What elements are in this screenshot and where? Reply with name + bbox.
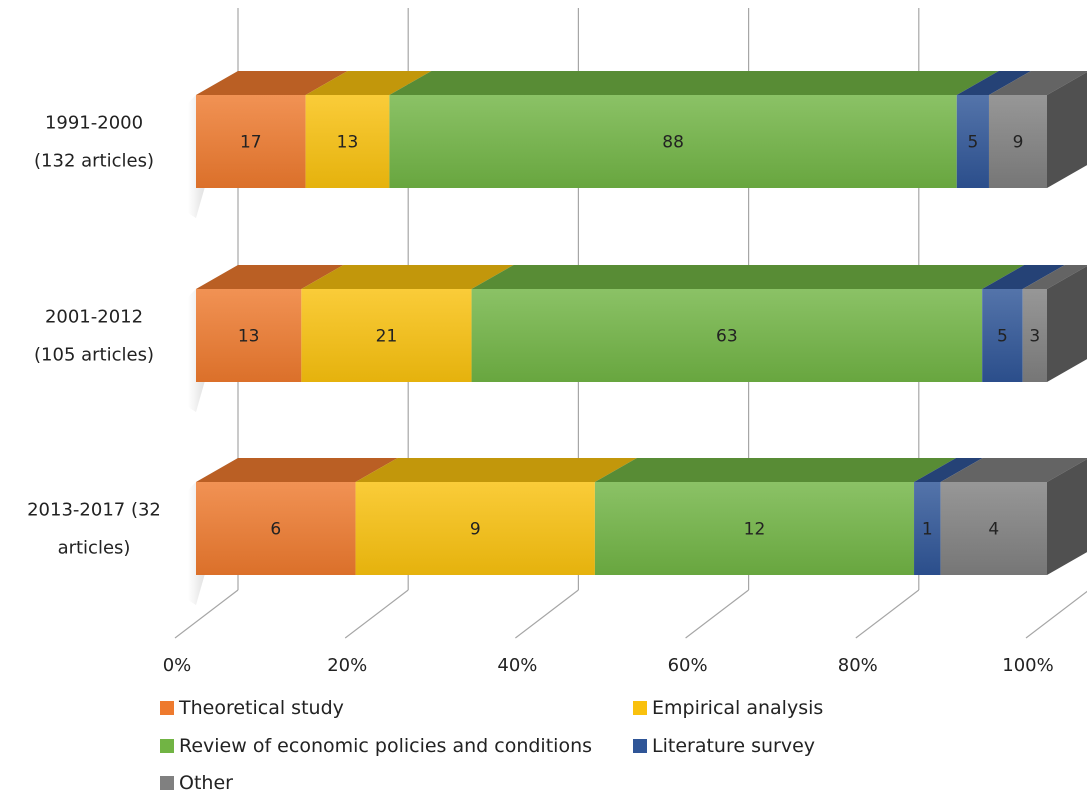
legend-swatch <box>633 701 647 715</box>
floor-gridline <box>685 589 749 639</box>
data-label: 12 <box>744 520 766 540</box>
category-label: 1991-2000 <box>45 113 143 134</box>
bar-top-face <box>305 71 432 95</box>
bar-segment <box>1022 289 1047 382</box>
bar-segment <box>196 289 302 382</box>
data-label: 63 <box>716 327 738 347</box>
y-axis-labels: 1991-2000 (132 articles) 2001-2012 (105 art… <box>27 113 161 559</box>
floor-gridline <box>515 589 579 639</box>
floor-gridline <box>1025 590 1087 639</box>
bar-top-face <box>940 458 1087 482</box>
legend-item: Other <box>160 772 233 794</box>
data-label: 13 <box>337 133 359 153</box>
x-tick-label: 20% <box>327 655 367 676</box>
legend-swatch <box>160 739 174 753</box>
bar-segment <box>305 95 390 188</box>
legend-label: Other <box>179 772 233 794</box>
data-label: 5 <box>997 327 1008 347</box>
bar-top-face <box>1022 265 1087 289</box>
bar-top-face <box>389 71 999 95</box>
floor-gridline <box>855 589 920 639</box>
x-tick-label: 80% <box>838 655 878 676</box>
bar-side-face <box>1047 266 1087 382</box>
legend-item: Literature survey <box>633 735 815 757</box>
floor-gridline <box>174 589 239 639</box>
bar-top-face <box>196 71 348 95</box>
x-axis-ticks: 0% 20% 40% 60% 80% 100% <box>163 655 1054 676</box>
data-label: 9 <box>470 520 481 540</box>
category-label: 2013-2017 (32 <box>27 500 161 521</box>
bar-segment <box>196 482 356 575</box>
bar-segment <box>914 482 941 575</box>
bar-top-face <box>914 458 983 482</box>
bar-segment <box>988 95 1047 188</box>
data-label: 4 <box>988 520 999 540</box>
data-label: 1 <box>922 520 933 540</box>
category-label: (132 articles) <box>34 151 154 172</box>
legend-swatch <box>160 776 174 790</box>
data-label: 88 <box>662 133 684 153</box>
data-label: 13 <box>238 327 260 347</box>
x-tick-label: 60% <box>668 655 708 676</box>
x-tick-label: 0% <box>163 655 192 676</box>
legend-item: Empirical analysis <box>633 697 823 719</box>
bar-side-face <box>1047 72 1087 188</box>
bar-side-face <box>1047 459 1087 575</box>
legend-swatch <box>160 701 174 715</box>
data-label: 21 <box>376 327 398 347</box>
bar-segment <box>355 482 595 575</box>
bar-group: 13 21 63 5 3 <box>188 265 1087 412</box>
bar-segment <box>940 482 1047 575</box>
bar-top-face <box>355 458 637 482</box>
bar-segment <box>389 95 957 188</box>
bar-segment <box>301 289 472 382</box>
category-label: 2001-2012 <box>45 307 143 328</box>
legend-label: Literature survey <box>652 735 816 757</box>
bar-segment <box>196 95 306 188</box>
bar-segment <box>594 482 915 575</box>
legend-item: Review of economic policies and conditio… <box>160 735 592 757</box>
bar-top-face <box>196 458 398 482</box>
bar-top-face <box>956 71 1031 95</box>
legend-item: Theoretical study <box>160 697 344 719</box>
x-tick-label: 40% <box>497 655 537 676</box>
data-label: 5 <box>967 133 978 153</box>
data-label: 9 <box>1013 133 1024 153</box>
bar-top-face <box>471 265 1025 289</box>
legend-label: Theoretical study <box>179 697 344 719</box>
bar-segment <box>982 289 1023 382</box>
bar-top-face <box>982 265 1065 289</box>
legend-label: Empirical analysis <box>652 697 824 719</box>
data-label: 17 <box>240 133 262 153</box>
category-label: (105 articles) <box>34 345 154 366</box>
legend-label: Review of economic policies and conditio… <box>179 735 593 757</box>
data-label: 3 <box>1029 327 1040 347</box>
bar-group: 6 9 12 1 4 <box>188 458 1087 605</box>
bar-top-face <box>196 265 344 289</box>
bar-top-face <box>594 458 957 482</box>
bar-top-face <box>301 265 514 289</box>
legend-swatch <box>633 739 647 753</box>
bars: 17 13 88 5 9 13 21 63 5 3 6 9 12 1 4 <box>188 71 1087 605</box>
bar-segment <box>956 95 989 188</box>
floor-gridline <box>344 589 409 639</box>
bar-top-face <box>988 71 1087 95</box>
data-label: 6 <box>270 520 281 540</box>
bar-group: 17 13 88 5 9 <box>188 71 1087 218</box>
x-tick-label: 100% <box>1002 655 1053 676</box>
legend: Theoretical study Empirical analysis Revie… <box>160 697 860 794</box>
bar-segment <box>471 289 983 382</box>
category-label: articles) <box>58 538 131 559</box>
